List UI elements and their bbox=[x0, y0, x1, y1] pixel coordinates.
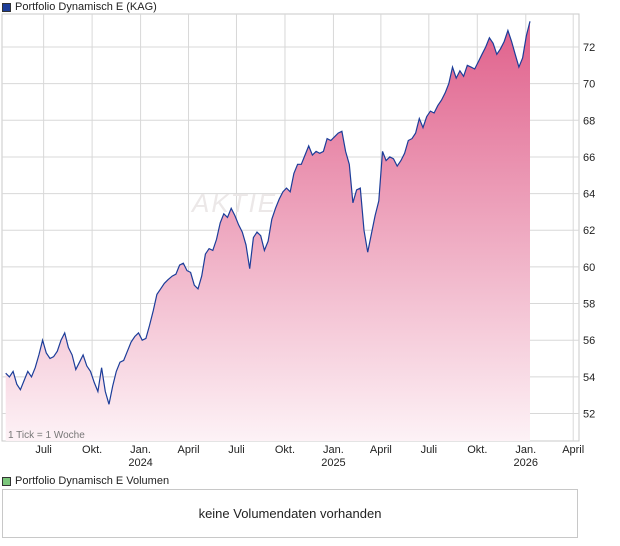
x-tick-label: Jan. bbox=[323, 444, 344, 456]
x-tick-label: Okt. bbox=[82, 444, 102, 456]
x-tick-label: April bbox=[178, 444, 200, 456]
y-tick-label: 56 bbox=[583, 335, 595, 347]
tick-note: 1 Tick = 1 Woche bbox=[8, 430, 85, 441]
y-tick-label: 68 bbox=[583, 115, 595, 127]
y-tick-label: 58 bbox=[583, 299, 595, 311]
x-tick-label: April bbox=[562, 444, 584, 456]
y-tick-label: 54 bbox=[583, 372, 595, 384]
y-tick-label: 72 bbox=[583, 42, 595, 54]
x-tick-label: Juli bbox=[421, 444, 438, 456]
x-tick-year: 2024 bbox=[128, 457, 152, 469]
y-tick-label: 64 bbox=[583, 189, 595, 201]
price-chart: AKTIEN 1 Tick = 1 Woche 5254565860626466… bbox=[1, 13, 595, 469]
x-tick-label: Okt. bbox=[275, 444, 295, 456]
x-tick-label: Juli bbox=[228, 444, 245, 456]
price-line bbox=[5, 21, 531, 405]
x-tick-label: April bbox=[370, 444, 392, 456]
y-tick-label: 70 bbox=[583, 79, 595, 91]
x-tick-label: Okt. bbox=[467, 444, 487, 456]
x-tick-label: Jan. bbox=[515, 444, 536, 456]
volume-legend-label: Portfolio Dynamisch E Volumen bbox=[15, 475, 170, 487]
volume-message: keine Volumendaten vorhanden bbox=[198, 506, 382, 521]
x-tick-label: Jan. bbox=[130, 444, 151, 456]
price-area bbox=[5, 21, 530, 442]
y-tick-label: 52 bbox=[583, 409, 595, 421]
volume-legend-swatch bbox=[2, 476, 11, 486]
x-tick-label: Juli bbox=[35, 444, 52, 456]
y-tick-label: 60 bbox=[583, 262, 595, 274]
volume-legend: Portfolio Dynamisch E Volumen bbox=[2, 474, 169, 488]
x-tick-year: 2026 bbox=[514, 457, 538, 469]
y-tick-label: 66 bbox=[583, 152, 595, 164]
price-legend: Portfolio Dynamisch E (KAG) bbox=[2, 0, 157, 14]
y-tick-label: 62 bbox=[583, 225, 595, 237]
y-axis-labels: 52 54 56 58 60 62 64 66 68 70 72 bbox=[583, 42, 595, 421]
volume-panel: keine Volumendaten vorhanden bbox=[2, 489, 578, 538]
x-tick-year: 2025 bbox=[321, 457, 345, 469]
price-legend-label: Portfolio Dynamisch E (KAG) bbox=[15, 1, 157, 13]
price-legend-swatch bbox=[2, 2, 11, 12]
